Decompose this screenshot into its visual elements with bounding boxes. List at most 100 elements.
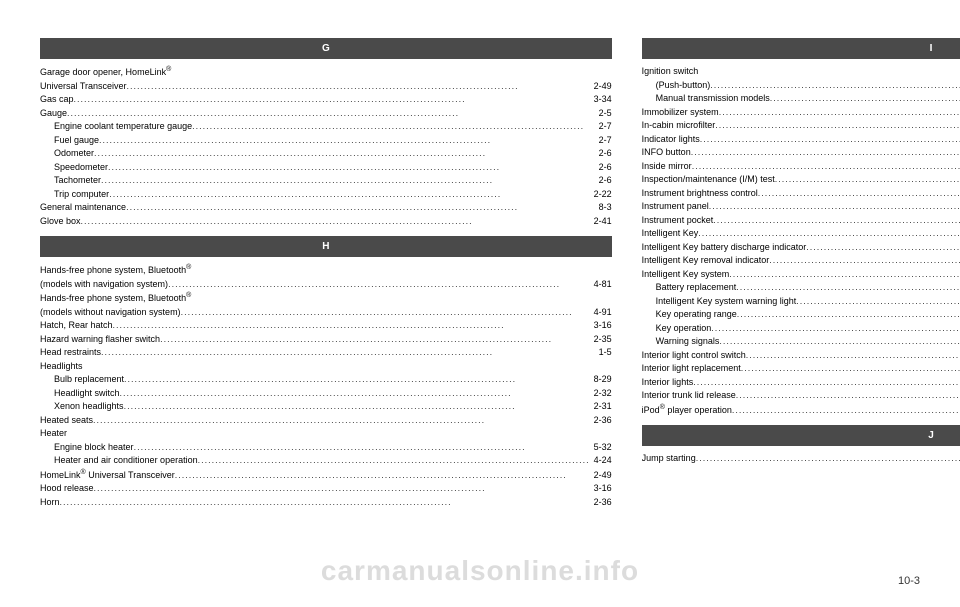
index-entry: Fuel gauge2-7 bbox=[40, 134, 612, 148]
leader-dots bbox=[175, 469, 590, 483]
leader-dots bbox=[758, 187, 960, 201]
entry-page: 2-36 bbox=[590, 414, 612, 428]
index-entry: Instrument pocket2-40 bbox=[642, 214, 960, 228]
entry-page: 2-49 bbox=[590, 80, 612, 94]
index-entry: Indicator lights2-14 bbox=[642, 133, 960, 147]
index-entry: (models with navigation system)4-81 bbox=[40, 278, 612, 292]
leader-dots bbox=[715, 119, 960, 133]
leader-dots bbox=[693, 376, 960, 390]
leader-dots bbox=[775, 173, 960, 187]
index-entry: Universal Transceiver2-49 bbox=[40, 80, 612, 94]
leader-dots bbox=[806, 241, 960, 255]
leader-dots bbox=[127, 80, 590, 94]
leader-dots bbox=[719, 335, 960, 349]
entry-text: Key operation bbox=[656, 322, 712, 336]
leader-dots bbox=[691, 146, 960, 160]
leader-dots bbox=[124, 373, 590, 387]
leader-dots bbox=[181, 306, 590, 320]
entry-text: Interior light replacement bbox=[642, 362, 741, 376]
entry-page: 2-32 bbox=[590, 387, 612, 401]
index-entry: Manual transmission models5-16 bbox=[642, 92, 960, 106]
leader-dots bbox=[60, 496, 590, 510]
leader-dots bbox=[729, 268, 960, 282]
index-entry: Speedometer 2-6 bbox=[40, 161, 612, 175]
index-entry: (Push-button)5-8 bbox=[642, 79, 960, 93]
entry-text: Intelligent Key battery discharge indica… bbox=[642, 241, 807, 255]
section-header: J bbox=[642, 425, 960, 446]
entry-page: 8-29 bbox=[590, 373, 612, 387]
entry-text: Xenon headlights bbox=[54, 400, 124, 414]
leader-dots bbox=[134, 441, 590, 455]
leader-dots bbox=[67, 107, 595, 121]
index-entry: Intelligent Key battery discharge indica… bbox=[642, 241, 960, 255]
entry-text: Intelligent Key system bbox=[642, 268, 730, 282]
entry-text: Heated seats bbox=[40, 414, 93, 428]
entry-text: Battery replacement bbox=[656, 281, 737, 295]
index-entry: Interior light control switch2-47 bbox=[642, 349, 960, 363]
entry-text: Hood release bbox=[40, 482, 94, 496]
entry-page: 2-6 bbox=[595, 161, 612, 175]
index-entry: Interior light replacement8-29 bbox=[642, 362, 960, 376]
index-entry: Warning signals3-11 bbox=[642, 335, 960, 349]
entry-text: Headlights bbox=[40, 360, 83, 374]
entry-text: Tachometer bbox=[54, 174, 101, 188]
entry-text: Speedometer bbox=[54, 161, 108, 175]
index-entry: Trip computer2-22 bbox=[40, 188, 612, 202]
entry-text: Heater and air conditioner operation bbox=[54, 454, 198, 468]
index-entry: Glove box2-41 bbox=[40, 215, 612, 229]
index-columns: G Garage door opener, HomeLink®Universal … bbox=[40, 30, 920, 570]
leader-dots bbox=[113, 319, 590, 333]
index-entry: In-cabin microfilter4-30 bbox=[642, 119, 960, 133]
leader-dots bbox=[94, 482, 590, 496]
entry-text: Warning signals bbox=[656, 335, 720, 349]
entry-page: 3-34 bbox=[590, 93, 612, 107]
index-entry: Instrument brightness control2-34 bbox=[642, 187, 960, 201]
entry-text: Jump starting bbox=[642, 452, 696, 466]
entry-text: Hazard warning flasher switch bbox=[40, 333, 160, 347]
entry-text: HomeLink® Universal Transceiver bbox=[40, 468, 175, 483]
entry-page: 2-31 bbox=[590, 400, 612, 414]
index-entry: Key operation3-9 bbox=[642, 322, 960, 336]
section-header: G bbox=[40, 38, 612, 59]
index-entry: Jump starting6-14 bbox=[642, 452, 960, 466]
leader-dots bbox=[94, 147, 595, 161]
leader-dots bbox=[101, 174, 595, 188]
index-entry: Gas cap3-34 bbox=[40, 93, 612, 107]
entry-text: Manual transmission models bbox=[656, 92, 770, 106]
index-entry: Immobilizer system2-28 bbox=[642, 106, 960, 120]
leader-dots bbox=[124, 400, 590, 414]
entry-page: 8-3 bbox=[595, 201, 612, 215]
leader-dots bbox=[120, 387, 590, 401]
leader-dots bbox=[796, 295, 960, 309]
leader-dots bbox=[741, 362, 960, 376]
entry-page: 3-16 bbox=[590, 482, 612, 496]
index-entry: Headlight switch 2-32 bbox=[40, 387, 612, 401]
entry-text: Hatch, Rear hatch bbox=[40, 319, 113, 333]
index-entry: Interior trunk lid release3-19 bbox=[642, 389, 960, 403]
entry-page: 2-6 bbox=[595, 147, 612, 161]
leader-dots bbox=[126, 201, 595, 215]
entry-page: 2-35 bbox=[590, 333, 612, 347]
leader-dots bbox=[770, 92, 960, 106]
leader-dots bbox=[160, 333, 590, 347]
index-entry: Intelligent Key3-2 bbox=[642, 227, 960, 241]
entry-text: Heater bbox=[40, 427, 67, 441]
entry-page: 2-22 bbox=[590, 188, 612, 202]
index-entry: HomeLink® Universal Transceiver 2-49 bbox=[40, 468, 612, 483]
index-entry: Hazard warning flasher switch 2-35 bbox=[40, 333, 612, 347]
entry-page: 2-49 bbox=[590, 469, 612, 483]
leader-dots bbox=[713, 214, 960, 228]
leader-dots bbox=[769, 254, 960, 268]
leader-dots bbox=[737, 308, 960, 322]
entry-text: Headlight switch bbox=[54, 387, 120, 401]
entry-text: Garage door opener, HomeLink® bbox=[40, 65, 171, 80]
entry-text: Engine block heater bbox=[54, 441, 134, 455]
entry-text: Intelligent Key bbox=[642, 227, 699, 241]
entry-text: Intelligent Key removal indicator bbox=[642, 254, 770, 268]
leader-dots bbox=[108, 161, 595, 175]
leader-dots bbox=[74, 93, 590, 107]
entry-text: Immobilizer system bbox=[642, 106, 719, 120]
leader-dots bbox=[700, 133, 960, 147]
leader-dots bbox=[93, 414, 590, 428]
leader-dots bbox=[698, 227, 960, 241]
